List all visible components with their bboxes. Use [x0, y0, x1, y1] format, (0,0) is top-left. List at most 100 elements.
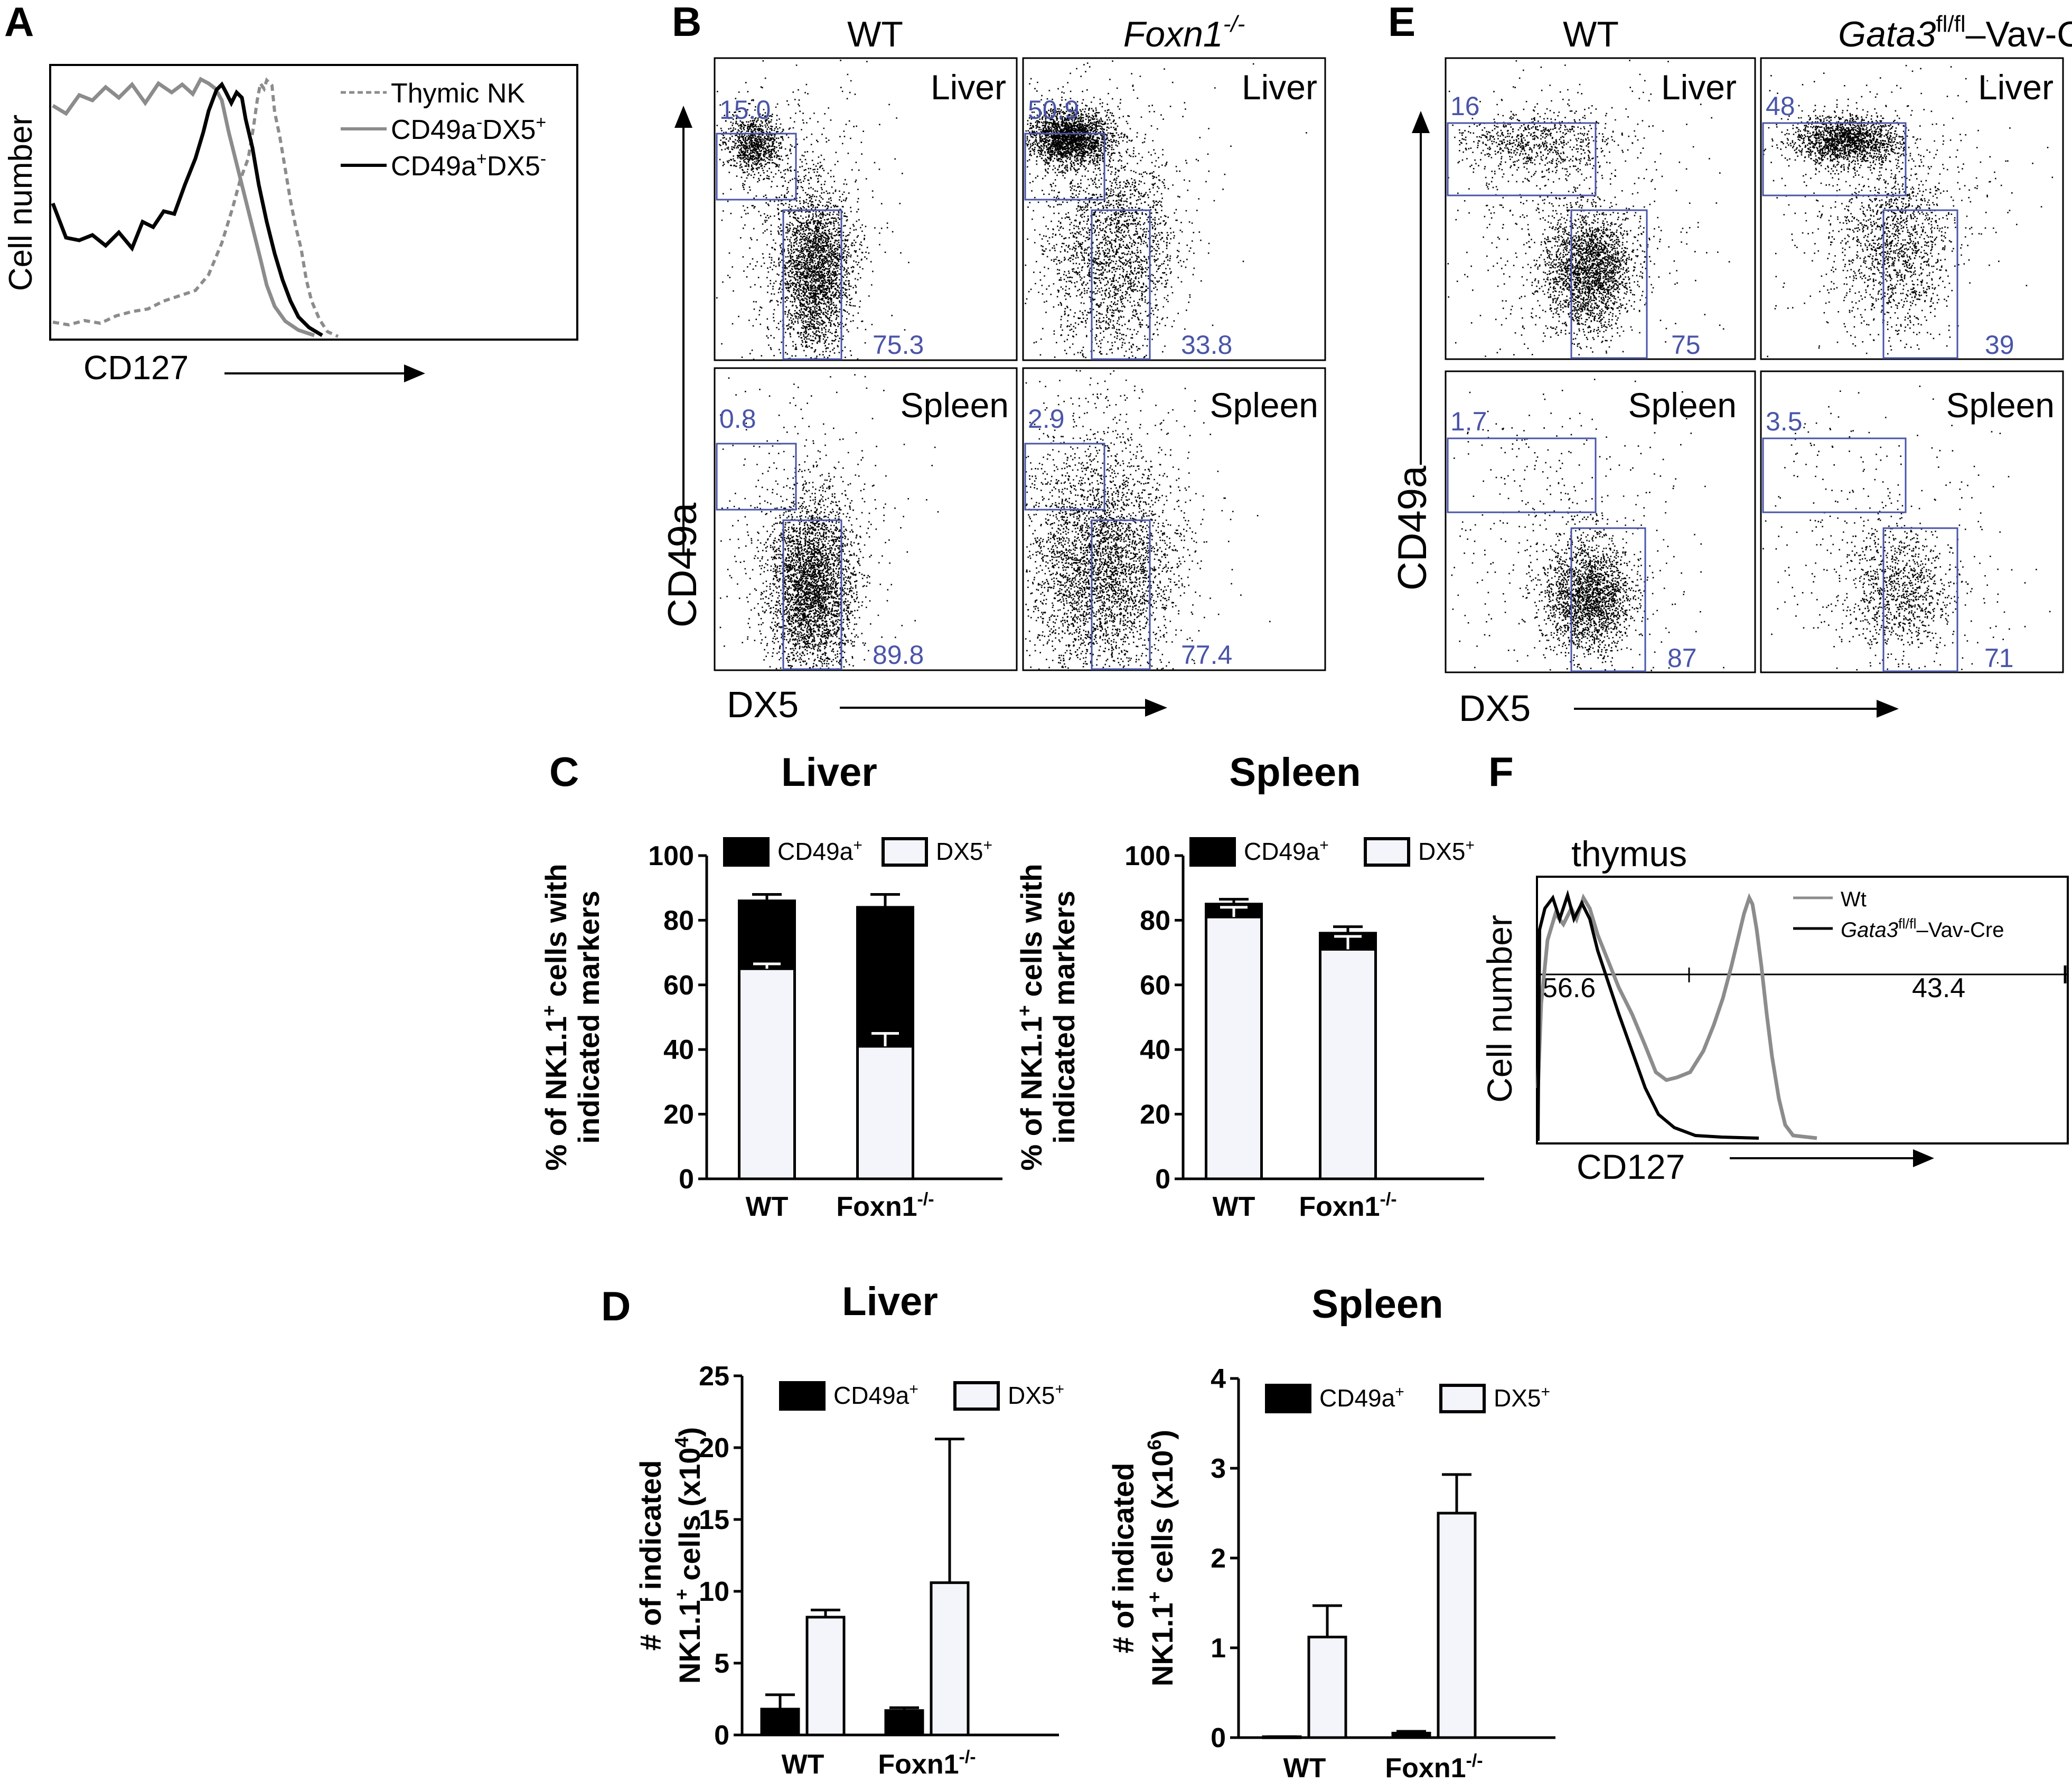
dot-cloud	[719, 374, 939, 670]
panel-a-x-arrow	[224, 364, 425, 382]
panel-a-xlabel: CD127	[83, 349, 189, 387]
y-axis-label: # of indicated NK1.1+ cells (x104)	[634, 1427, 706, 1684]
chart-title: Spleen	[1311, 1282, 1443, 1327]
panel-a-ylabel: Cell number	[3, 115, 39, 291]
legend-swatch-cd49a	[1265, 1384, 1311, 1413]
y-tick-label: 25	[699, 1361, 729, 1392]
bar-dx5	[1205, 915, 1263, 1180]
panel-b-col-title-wt: WT	[847, 14, 903, 54]
gate-lower	[1882, 527, 1958, 672]
y-tick-label: 0	[1211, 1723, 1226, 1753]
panel-a: Cell number CD127 Thymic NK CD49a-DX5+ C…	[3, 64, 578, 387]
histogram-cd49a-neg-dx5-pos	[52, 77, 315, 337]
dot-cloud	[1451, 379, 1724, 672]
bar-dx5	[1437, 1512, 1477, 1739]
legend-label-cd49a: CD49a+	[1319, 1383, 1404, 1412]
legend-swatch-dx5	[953, 1381, 1000, 1411]
chart-c-liver: Liver 0 20 40 60 80 100 % of NK1.1+ cells withi…	[538, 750, 1002, 1222]
x-tick-label: WT	[746, 1191, 789, 1222]
panel-e-xlabel: DX5	[1459, 688, 1531, 729]
y-tick-label: 15	[699, 1505, 729, 1535]
panel-f-gate-left: 56.6	[1542, 973, 1596, 1003]
legend-label-dx5: DX5+	[936, 837, 992, 865]
legend-label-cd49a-pos-dx5-neg: CD49a+DX5-	[391, 149, 546, 182]
gate-lower	[1570, 209, 1648, 359]
y-tick-label: 20	[1140, 1100, 1170, 1130]
panel-b-ylabel: CD49a	[660, 502, 705, 627]
gate-value-upper: 16	[1450, 91, 1480, 121]
legend-swatch-dx5	[1439, 1384, 1486, 1413]
legend-label-dx5: DX5+	[1418, 837, 1475, 865]
bar-cd49a	[760, 1707, 800, 1737]
y-tick-label: 100	[648, 841, 694, 871]
y-tick-label: 60	[663, 970, 694, 1001]
panel-e-ylabel: CD49a	[1390, 465, 1435, 590]
bar-dx5	[1319, 947, 1377, 1180]
tissue-label: Spleen	[1946, 386, 2055, 425]
gate-upper	[1024, 443, 1105, 511]
gate-value-lower: 39	[1985, 330, 2014, 360]
histogram-f-gata3	[1536, 889, 1759, 1141]
x-tick-label: WT	[782, 1749, 824, 1780]
tissue-label: Liver	[1661, 68, 1737, 107]
dotplot-b-wt-liver: Liver 15.0 75.3	[714, 57, 1018, 361]
x-tick-label: WT	[1213, 1191, 1255, 1222]
panel-f-x-arrow	[1730, 1149, 1934, 1167]
y-axis-label: % of NK1.1+ cells withindicated markers	[538, 864, 605, 1170]
y-tick-label: 80	[663, 905, 694, 936]
tissue-label: Spleen	[1628, 386, 1737, 425]
y-tick-label: 20	[699, 1433, 729, 1463]
tissue-label: Liver	[931, 68, 1006, 107]
panel-f: thymus 56.6 43.4 Wt Gata3fl/fl–Vav-Cre C…	[1480, 834, 2069, 1186]
legend-swatch-cd49a	[1189, 837, 1236, 867]
legend-label-thymic-nk: Thymic NK	[391, 78, 526, 109]
gate-lower	[1091, 519, 1151, 670]
gate-lower	[1882, 209, 1958, 359]
y-tick-label: 5	[714, 1648, 729, 1679]
legend-label-gata3: Gata3fl/fl–Vav-Cre	[1841, 916, 2004, 942]
dot-cloud	[1025, 60, 1307, 359]
legend-label-wt: Wt	[1841, 888, 1867, 911]
gate-value-upper: 2.9	[1028, 404, 1065, 434]
gate-value-lower: 33.8	[1181, 330, 1232, 360]
dot-cloud	[716, 60, 910, 360]
chart-title: Liver	[781, 750, 877, 795]
chart-d-spleen: Spleen 0 1 2 3 4 # of indicated NK1.1+ cells (x…	[1107, 1282, 1555, 1784]
panel-b-xlabel: DX5	[727, 684, 799, 725]
gate-upper	[716, 133, 797, 201]
gate-upper	[1447, 437, 1597, 513]
bar-dx5	[805, 1616, 846, 1737]
chart-c-spleen: Spleen 0 20 40 60 80 100 % of NK1.1+ cells with…	[1014, 750, 1484, 1222]
gate-value-upper: 1.7	[1450, 407, 1487, 436]
panel-label-e: E	[1388, 0, 1415, 45]
histogram-thymic-nk	[52, 77, 339, 338]
gate-value-lower: 71	[1984, 643, 2014, 673]
dotplot-b-foxn1-liver: Liver 50.9 33.8	[1022, 57, 1326, 361]
gate-upper	[1762, 122, 1907, 196]
panel-f-ylabel: Cell number	[1480, 915, 1519, 1103]
chart-title: Liver	[842, 1279, 938, 1324]
gate-upper	[1024, 133, 1105, 201]
histogram-f-wt	[1536, 893, 1817, 1140]
gate-value-upper: 0.8	[719, 404, 756, 434]
dotplot-b-foxn1-spleen: Spleen 2.9 77.4	[1022, 367, 1326, 671]
legend-swatch-dx5	[882, 837, 928, 867]
panel-e: WT Gata3fl/fl–Vav-Cre CD49a DX5 Liver 16…	[1390, 11, 2072, 729]
gate-value-lower: 75.3	[873, 330, 924, 360]
y-axis-label: % of NK1.1+ cells withindicated markers	[1014, 864, 1081, 1170]
dotplot-e-wt-spleen: Spleen 1.7 87	[1445, 370, 1756, 673]
y-tick-label: 3	[1211, 1453, 1226, 1484]
gate-value-upper: 50.9	[1028, 95, 1079, 125]
x-tick-label: WT	[1283, 1753, 1326, 1784]
x-tick-label: Foxn1-/-	[1385, 1751, 1483, 1784]
bar-cd49a	[1262, 1735, 1302, 1739]
legend-label-dx5: DX5+	[1008, 1381, 1064, 1409]
panel-label-a: A	[4, 0, 34, 45]
dotplot-e-wt-liver: Liver 16 75	[1445, 57, 1756, 360]
tissue-label: Spleen	[1210, 386, 1318, 425]
panel-b-y-arrow	[674, 106, 692, 555]
legend-label-cd49a: CD49a+	[833, 1381, 918, 1409]
legend-swatch-dx5	[1364, 837, 1410, 867]
dotplot-e-gata3-spleen: Spleen 3.5 71	[1760, 370, 2064, 673]
